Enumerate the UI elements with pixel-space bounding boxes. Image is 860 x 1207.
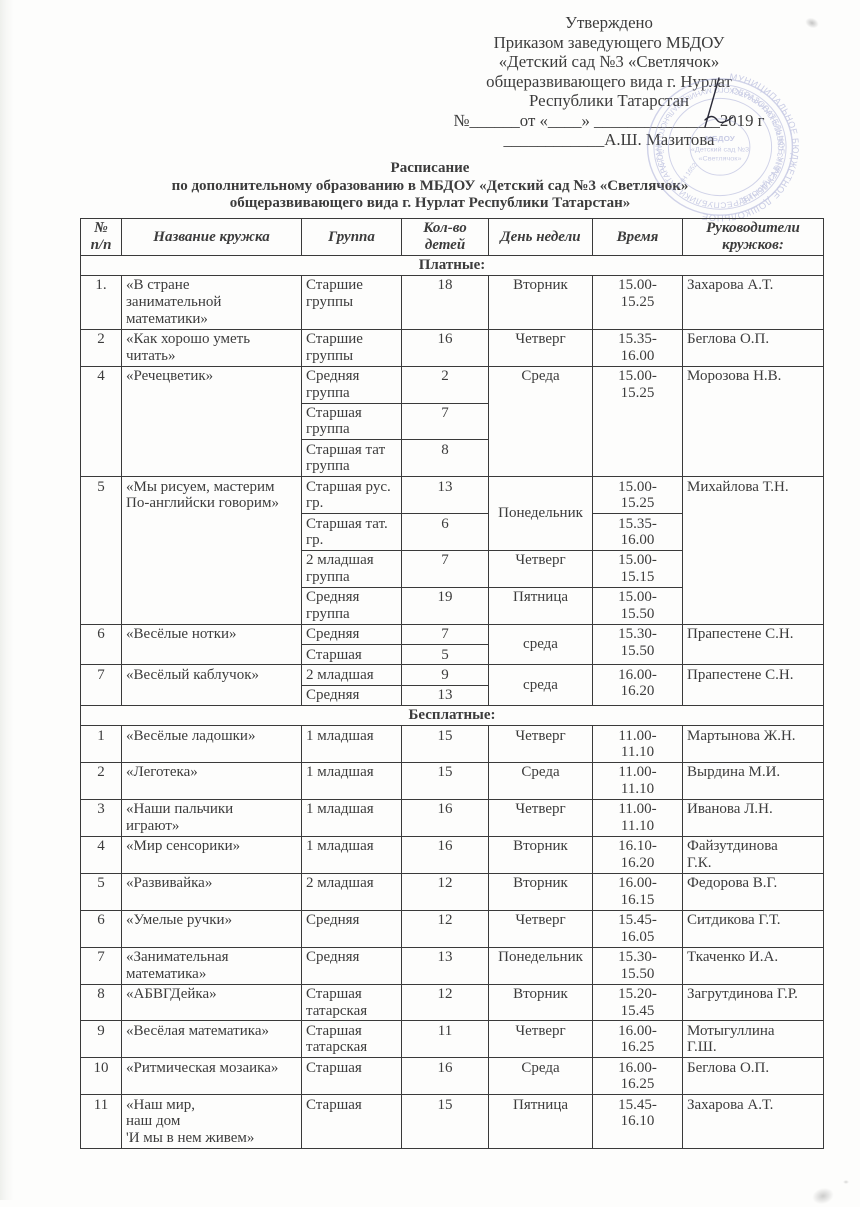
svg-text:«Светлячок»: «Светлячок»: [699, 156, 742, 163]
svg-text:«Детский сад №3: «Детский сад №3: [691, 145, 749, 153]
svg-text:МБДОУ: МБДОУ: [705, 134, 735, 143]
